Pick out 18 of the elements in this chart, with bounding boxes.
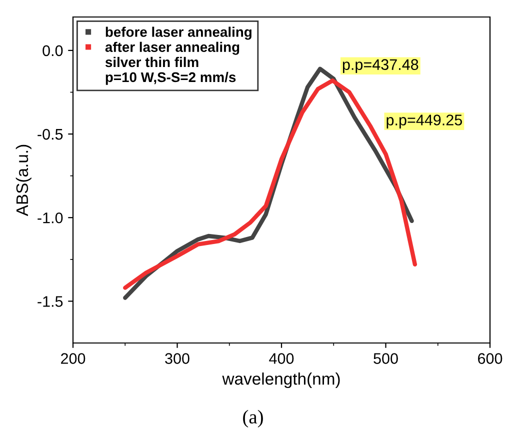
legend-label: after laser annealing	[105, 42, 240, 55]
x-tick-label: 400	[269, 353, 294, 364]
annotation: p.p=437.48	[342, 59, 418, 74]
y-tick-label: -1.5	[38, 296, 63, 307]
y-axis-title: ABS(a.u.)	[16, 144, 32, 216]
x-tick-label: 200	[61, 353, 86, 364]
y-tick-label: -0.5	[38, 128, 63, 140]
annotation: silver thin film	[105, 56, 198, 68]
x-tick-label: 600	[478, 353, 502, 364]
y-tick-label: -1.0	[38, 212, 63, 224]
x-tick-label: 300	[165, 353, 190, 364]
annotation: p=10 W,S-S=2 mm/s	[106, 72, 236, 85]
x-axis-title: wavelength(nm)	[222, 372, 340, 388]
text: (a)	[243, 410, 263, 428]
y-tick-label: 0.0	[42, 45, 63, 56]
x-tick-label: 500	[374, 353, 398, 364]
legend-label: before laser annealing	[106, 26, 252, 40]
annotation: p.p=449.25	[386, 114, 462, 128]
